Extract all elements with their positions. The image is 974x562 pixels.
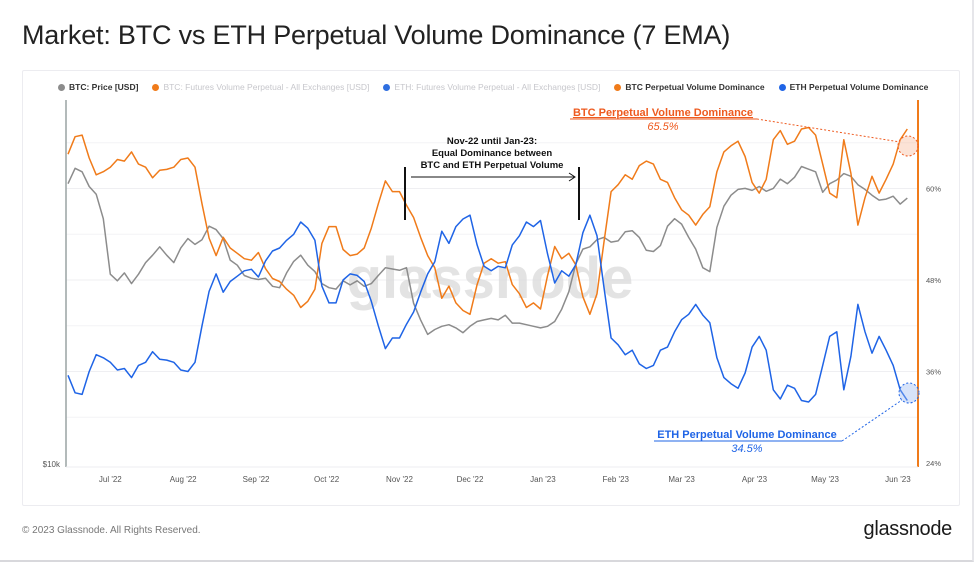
right-tick-label: 36% <box>926 368 941 377</box>
x-tick-label: Mar '23 <box>668 475 695 484</box>
right-tick-label: 48% <box>926 276 941 285</box>
eth-dominance-line <box>67 214 908 403</box>
x-tick-label: Feb '23 <box>603 475 630 484</box>
grid <box>66 142 918 418</box>
legend-label: BTC Perpetual Volume Dominance <box>625 82 765 92</box>
legend-item-eth-futures-volume[interactable]: ETH: Futures Volume Perpetual - All Exch… <box>383 82 600 92</box>
range-arrow-head-icon <box>568 172 576 182</box>
footer-logo[interactable]: glassnode <box>863 518 953 540</box>
btc-price-line <box>67 165 908 336</box>
left-tick-label: $10k <box>43 460 61 469</box>
btc-dominance-line <box>67 126 908 316</box>
x-tick-label: May '23 <box>811 475 839 484</box>
x-tick-label: Nov '22 <box>386 475 413 484</box>
legend-dot-icon <box>383 83 391 91</box>
legend-item-btc-futures-volume[interactable]: BTC: Futures Volume Perpetual - All Exch… <box>152 82 369 92</box>
right-tick-label: 24% <box>926 459 941 468</box>
x-tick-label: Oct '22 <box>314 475 340 484</box>
legend-item-btc-dominance[interactable]: BTC Perpetual Volume Dominance <box>614 82 765 92</box>
eth-callout-highlight <box>898 382 920 404</box>
legend-label: BTC: Price [USD] <box>69 82 139 92</box>
legend-label: BTC: Futures Volume Perpetual - All Exch… <box>163 82 370 92</box>
right-tick-label: 60% <box>926 185 941 194</box>
legend-item-eth-dominance[interactable]: ETH Perpetual Volume Dominance <box>778 82 929 92</box>
range-annotation: Nov-22 until Jan-23: Equal Dominance bet… <box>404 136 580 220</box>
watermark: glassnode <box>347 246 634 311</box>
legend-label: ETH: Futures Volume Perpetual - All Exch… <box>394 82 601 92</box>
legend-label: ETH Perpetual Volume Dominance <box>789 82 929 92</box>
axes: $10k <box>43 100 919 469</box>
footer-copyright: © 2023 Glassnode. All Rights Reserved. <box>22 525 201 536</box>
page-title: Market: BTC vs ETH Perpetual Volume Domi… <box>22 20 731 50</box>
x-axis-ticks: Jul '22 Aug '22 Sep '22 Oct '22 Nov '22 Dec '… <box>99 475 911 484</box>
chart-legend: BTC: Price [USD] BTC: Futures Volume Per… <box>58 82 942 92</box>
x-tick-label: Sep '22 <box>243 475 270 484</box>
legend-dot-icon <box>614 83 622 91</box>
series-group <box>67 126 908 403</box>
eth-callout-leader <box>841 399 903 442</box>
x-tick-label: Jun '23 <box>885 475 911 484</box>
range-annotation-line-3: BTC and ETH Perpetual Volume <box>421 160 564 171</box>
eth-callout-value: 34.5% <box>731 443 762 455</box>
right-axis-ticks: 24% 36% 48% 60% <box>926 185 941 469</box>
btc-callout-leader <box>756 118 901 143</box>
btc-callout-value: 65.5% <box>647 121 678 133</box>
x-tick-label: Apr '23 <box>742 475 768 484</box>
legend-dot-icon <box>152 83 160 91</box>
x-tick-label: Dec '22 <box>457 475 484 484</box>
x-tick-label: Aug '22 <box>170 475 197 484</box>
eth-callout: ETH Perpetual Volume Dominance 34.5% <box>654 382 920 455</box>
legend-dot-icon <box>58 83 65 91</box>
x-tick-label: Jan '23 <box>530 475 556 484</box>
legend-item-btc-price[interactable]: BTC: Price [USD] <box>58 82 138 92</box>
x-tick-label: Jul '22 <box>99 475 122 484</box>
range-annotation-line-2: Equal Dominance between <box>432 148 553 159</box>
legend-dot-icon <box>778 83 786 91</box>
btc-callout-label: BTC Perpetual Volume Dominance <box>573 107 753 119</box>
eth-callout-label: ETH Perpetual Volume Dominance <box>657 429 837 441</box>
range-annotation-line-1: Nov-22 until Jan-23: <box>447 136 537 147</box>
btc-callout-highlight <box>897 135 919 157</box>
btc-callout: BTC Perpetual Volume Dominance 65.5% <box>570 107 919 157</box>
